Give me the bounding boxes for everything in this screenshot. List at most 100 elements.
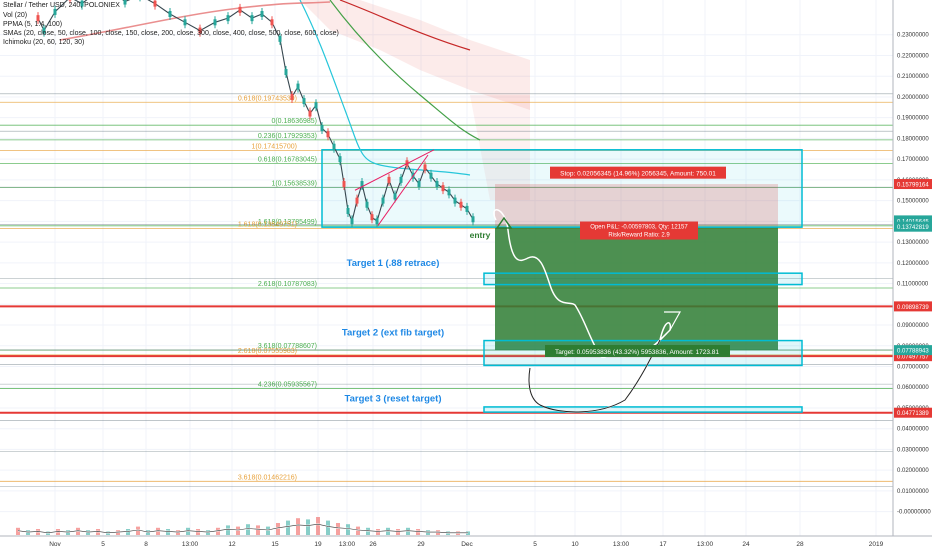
candle-body [423,164,427,171]
price-axis-tick: 0.12000000 [897,261,929,267]
price-tag-label: 0.07497757 [897,355,929,361]
candle-body [465,205,469,212]
time-axis-tick: 28 [796,541,804,548]
candle-body [238,6,242,13]
candle-body [435,181,439,188]
candle-body [250,15,254,22]
volume-bar [226,525,230,535]
volume-bar [306,519,310,535]
candle-body [308,110,312,117]
volume-bar [256,525,260,535]
time-axis-tick: Nov [49,541,61,548]
entry-arrow-icon [495,216,513,229]
fib-level-label: 0(0.18636985) [271,118,317,125]
stop-label: Stop: 0.02056345 (14.96%) 2056345, Amoun… [560,171,716,178]
candle-body [123,0,127,5]
entry-label: entry [470,230,491,240]
price-axis-tick: 0.21000000 [897,74,929,80]
stop-label-box [550,166,726,179]
candle-body [399,176,403,183]
fib-level-label: 1(0.15638539) [271,180,317,187]
candle-body [80,0,84,7]
candle-body [314,102,318,109]
time-axis-tick: 24 [742,541,750,548]
price-axis-tick: 0.04000000 [897,427,929,433]
stop-zone [495,184,778,227]
indicator-label-ichimoku: Ichimoku (20, 60, 120, 30) [3,39,85,46]
time-axis-tick: 5 [533,541,537,548]
price-tag-label: 0.09898739 [897,305,929,311]
candle-body [320,125,324,132]
volume-ma-line-outline [17,523,468,534]
candle-body [36,15,40,22]
price-tag-label: 0.13742819 [897,225,929,231]
candle-body [355,197,359,204]
projection-path-lower [528,339,661,413]
indicator-label-volume: Vol (20) [3,12,28,19]
time-axis-tick: 5 [101,541,105,548]
candle-body [338,156,342,163]
candle-body [417,181,421,188]
fib-level-label: 1(0.17415700) [251,144,297,151]
time-axis [0,536,932,550]
projection-path-end [664,311,682,331]
candle-body [278,35,282,42]
candle-body [459,201,463,208]
triangle-upper-line [354,149,435,191]
candle-body [447,189,451,196]
price-axis-tick: 0.03000000 [897,447,929,453]
price-axis-tick: 0.02000000 [897,468,929,474]
fib-level-label: 1.618(0.13785499) [258,219,317,226]
candle-body [393,193,397,200]
time-axis-tick: 10 [571,541,579,548]
target-label: Target 3 (reset target) [345,394,442,405]
volume-bar [346,524,350,535]
target-amount-label: Target: 0.05953836 (43.32%) 5953836, Amo… [555,349,719,356]
candle-body [365,201,369,208]
candle-body [53,8,57,15]
fib-level-label: 2.618(0.07555983) [238,348,297,355]
candle-body [226,15,230,22]
time-axis-tick: 17 [659,541,667,548]
candle-body [346,207,350,214]
sma-line-red [339,0,471,51]
time-axis-tick: 12 [228,541,236,548]
price-axis-tick: 0.22000000 [897,53,929,59]
time-axis-tick: 26 [369,541,377,548]
volume-bar [296,518,300,535]
price-axis-tick: 0.17000000 [897,157,929,163]
open-pl-box [580,221,698,240]
time-axis-tick: 13:00 [182,541,199,548]
target-zone [495,226,778,351]
candle-body [290,93,294,100]
price-axis-tick: 0.19000000 [897,116,929,122]
candle-body [302,98,306,105]
candle-body [270,19,274,26]
candle-body [198,27,202,34]
price-axis-tick: 0.15000000 [897,199,929,205]
candle-body [375,218,379,225]
price-axis-tick: 0.13000000 [897,240,929,246]
price-tag-box [894,221,932,232]
price-axis-tick: 0.07000000 [897,364,929,370]
time-axis-tick: Dec [461,541,473,548]
price-axis-tick: 0.18000000 [897,136,929,142]
fib-level-label: 0.618(0.19743539) [238,95,297,102]
time-axis-tick: 15 [271,541,279,548]
candle-body [332,143,336,150]
price-tag-box [894,301,932,312]
candle-body [183,19,187,26]
candle-body [168,11,172,17]
time-axis-tick: 29 [417,541,425,548]
candle-body [453,197,457,204]
candle-body [370,214,374,221]
price-axis [893,0,932,550]
sma-line-cyan [299,0,471,176]
volume-bar [286,520,290,535]
volume-bar [326,520,330,535]
fib-level-label: 1.618(0.13649751) [238,222,297,229]
risk-reward-label: Risk/Reward Ratio: 2.9 [608,233,670,239]
indicator-label-ppma: PPMA (5, 1.4, 100) [3,21,63,28]
price-tag-box [894,351,932,362]
